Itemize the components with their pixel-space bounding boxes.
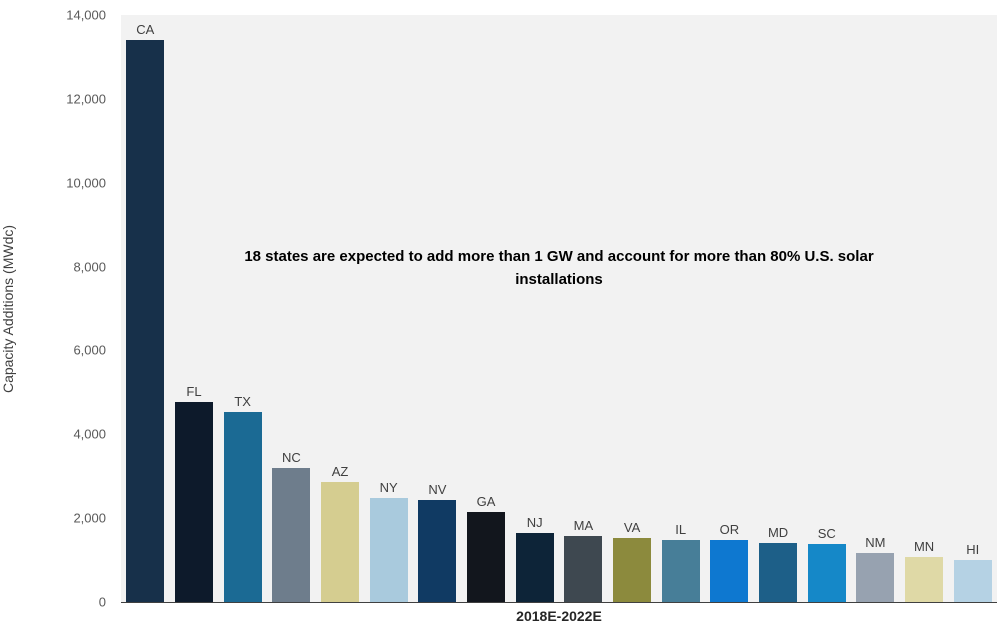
bar-slot: MN	[900, 15, 949, 602]
bar	[661, 539, 700, 602]
chart-annotation: 18 states are expected to add more than …	[244, 248, 874, 289]
bar-slot: HI	[948, 15, 997, 602]
bar	[272, 467, 311, 602]
bar-slot: NM	[851, 15, 900, 602]
bar-slot: NY	[364, 15, 413, 602]
bar	[175, 402, 213, 602]
bar	[321, 481, 360, 602]
bar	[418, 499, 457, 602]
bar-label: MD	[767, 525, 789, 541]
bar-label: HI	[966, 541, 980, 557]
bar	[515, 532, 554, 602]
y-tick-label: 4,000	[73, 426, 106, 442]
bar-label: GA	[476, 493, 496, 509]
bar	[223, 412, 262, 602]
bar	[126, 40, 165, 602]
bar-slot: MA	[559, 15, 608, 602]
bar-label: NC	[281, 449, 301, 465]
bar-slot: SC	[802, 15, 851, 602]
bar-slot: GA	[462, 15, 511, 602]
bar-slot: AZ	[316, 15, 365, 602]
bar-label: NV	[428, 481, 447, 497]
bar-slot: TX	[218, 15, 267, 602]
bar-label: MN	[913, 538, 935, 554]
bar-slot: MD	[754, 15, 803, 602]
bar-slot: IL	[656, 15, 705, 602]
bar-label: MA	[573, 517, 594, 533]
y-tick-label: 6,000	[73, 342, 106, 358]
bar	[710, 539, 749, 602]
bar-label: IL	[675, 521, 687, 537]
bar	[467, 511, 506, 602]
bar-slot: OR	[705, 15, 754, 602]
bar	[905, 556, 944, 602]
x-axis-label: 2018E-2022E	[516, 608, 602, 624]
y-tick-label: 8,000	[73, 259, 106, 275]
bar-label: AZ	[331, 463, 349, 479]
bar-slot: FL	[170, 15, 219, 602]
y-tick-label: 12,000	[66, 91, 106, 107]
bar-label: NM	[865, 534, 886, 550]
bar	[856, 552, 895, 602]
bar-slot: NC	[267, 15, 316, 602]
bar-label: CA	[136, 22, 155, 38]
bar-slot: VA	[608, 15, 657, 602]
bar	[564, 535, 603, 602]
bars-container: CA FL TX NC AZ NY NV GA NJ MA VA IL OR MD SC NM MN HI	[121, 15, 997, 602]
bar-label: NY	[379, 480, 398, 496]
bar-label: SC	[817, 525, 836, 541]
bar	[953, 559, 992, 602]
bar-label: NJ	[526, 514, 543, 530]
bar-label: TX	[234, 394, 251, 410]
y-axis-tick-labels: 0 2,000 4,000 6,000 8,000 10,000 12,000 14,000	[0, 8, 112, 610]
bar	[613, 537, 652, 602]
plot-area: 18 states are expected to add more than …	[121, 15, 997, 603]
bar	[369, 498, 408, 602]
y-tick-label: 10,000	[66, 175, 106, 191]
bar-label: OR	[719, 521, 740, 537]
y-tick-label: 14,000	[66, 7, 106, 23]
bar-slot: CA	[121, 15, 170, 602]
y-tick-label: 2,000	[73, 510, 106, 526]
bar-label: FL	[186, 384, 202, 400]
y-tick-label: 0	[98, 594, 106, 610]
bar-slot: NJ	[510, 15, 559, 602]
bar-slot: NV	[413, 15, 462, 602]
bar	[759, 543, 798, 602]
bar	[807, 543, 846, 602]
bar-label: VA	[623, 519, 641, 535]
